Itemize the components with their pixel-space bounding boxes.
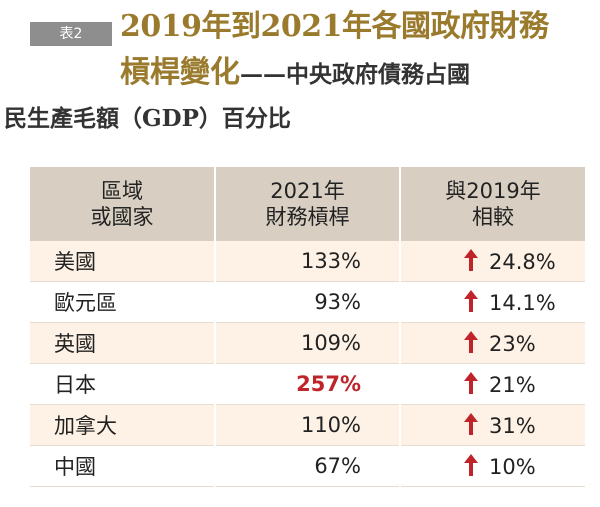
up-arrow-icon xyxy=(464,372,478,394)
header-change-line-1: 與2019年 xyxy=(445,179,541,203)
leverage-cell: 67% xyxy=(214,445,400,487)
table-row: 日本 257% 21% xyxy=(30,363,585,405)
up-arrow-icon xyxy=(464,290,478,312)
change-cell: 23% xyxy=(399,322,585,364)
header-change: 與2019年 相較 xyxy=(400,167,585,241)
change-cell: 21% xyxy=(399,363,585,405)
header-leverage-line-2: 財務槓桿 xyxy=(265,205,350,229)
change-value: 14.1% xyxy=(489,291,556,315)
region-cell: 英國 xyxy=(30,322,215,364)
title-line-2-dash: —— xyxy=(240,61,286,88)
leverage-cell: 110% xyxy=(214,404,400,446)
table-row: 中國 67% 10% xyxy=(30,445,585,487)
region-cell: 日本 xyxy=(30,363,215,405)
change-cell: 14.1% xyxy=(399,281,585,323)
region-cell: 加拿大 xyxy=(30,404,215,446)
header-change-line-2: 相較 xyxy=(472,205,514,229)
change-cell: 10% xyxy=(399,445,585,487)
table-header-row: 區域 或國家 2021年 財務槓桿 與2019年 相較 xyxy=(30,167,585,241)
region-cell: 歐元區 xyxy=(30,281,215,323)
change-value: 31% xyxy=(489,414,536,438)
title-line-3: 民生產毛額（GDP）百分比 xyxy=(4,105,291,132)
up-arrow-icon xyxy=(464,413,478,435)
change-value: 21% xyxy=(489,373,536,397)
change-value: 24.8% xyxy=(489,250,556,274)
page-title: 2019年到2021年各國政府財務 槓桿變化——中央政府債務占國 民生產毛額（G… xyxy=(4,4,598,142)
title-line-2-accent: 槓桿變化 xyxy=(120,55,240,90)
header-region-line-2: 或國家 xyxy=(90,205,154,229)
header-region: 區域 或國家 xyxy=(30,167,216,241)
leverage-cell: 109% xyxy=(214,322,400,364)
change-value: 10% xyxy=(489,455,536,479)
title-line-2: 槓桿變化——中央政府債務占國 xyxy=(120,50,598,96)
header-region-line-1: 區域 xyxy=(101,179,143,203)
table-row: 美國 133% 24.8% xyxy=(30,241,585,282)
region-cell: 中國 xyxy=(30,445,215,487)
up-arrow-icon xyxy=(464,454,478,476)
leverage-table: 區域 或國家 2021年 財務槓桿 與2019年 相較 美國 133% 24.8% 歐… xyxy=(30,167,585,487)
table-row: 歐元區 93% 14.1% xyxy=(30,281,585,323)
title-line-1: 2019年到2021年各國政府財務 xyxy=(120,9,549,44)
change-value: 23% xyxy=(489,332,536,356)
region-cell: 美國 xyxy=(30,241,215,282)
table-badge: 表2 xyxy=(30,22,112,46)
leverage-cell: 257% xyxy=(214,363,400,405)
up-arrow-icon xyxy=(464,249,478,271)
up-arrow-icon xyxy=(464,331,478,353)
change-cell: 31% xyxy=(399,404,585,446)
header-leverage: 2021年 財務槓桿 xyxy=(215,167,401,241)
change-cell: 24.8% xyxy=(399,241,585,282)
title-line-2-rest: 中央政府債務占國 xyxy=(286,61,470,88)
leverage-cell: 133% xyxy=(214,241,400,282)
table-row: 加拿大 110% 31% xyxy=(30,404,585,446)
table-row: 英國 109% 23% xyxy=(30,322,585,364)
leverage-cell: 93% xyxy=(214,281,400,323)
header-leverage-line-1: 2021年 xyxy=(270,179,345,203)
